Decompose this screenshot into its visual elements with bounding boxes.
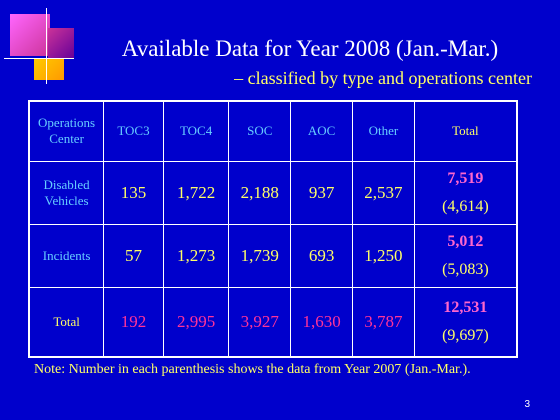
header-row: Operations Center TOC3 TOC4 SOC AOC Other Tota… (28, 100, 518, 162)
row-label: Disabled Vehicles (28, 160, 105, 225)
cell-value: 1,630 (290, 286, 353, 358)
cell-value: 192 (103, 286, 164, 358)
row-label: Total (28, 286, 105, 358)
column-header: TOC3 (103, 100, 164, 162)
column-header: TOC4 (162, 100, 230, 162)
note: Note: Number in each parenthesis shows t… (34, 362, 471, 377)
column-header: Total (413, 100, 518, 162)
cell-value: 937 (290, 160, 353, 225)
table-row: Total 192 2,995 3,927 1,630 3,787 12,531 (9,697… (28, 286, 518, 358)
deco-square (34, 58, 64, 80)
column-header: Operations Center (28, 100, 105, 162)
cell-value: 1,739 (228, 223, 292, 288)
deco-line (46, 8, 47, 84)
column-header: AOC (290, 100, 353, 162)
row-label: Incidents (28, 223, 105, 288)
total-cell: 7,519 (4,614) (413, 160, 518, 225)
cell-value: 3,927 (228, 286, 292, 358)
cell-value: 2,537 (352, 160, 415, 225)
cell-value: 3,787 (352, 286, 415, 358)
column-header: Other (352, 100, 415, 162)
table-row: Incidents 57 1,273 1,739 693 1,250 5,012 (5,083… (28, 223, 518, 288)
cell-value: 1,722 (162, 160, 230, 225)
total-value: 7,519 (447, 169, 484, 187)
page-number: 3 (524, 399, 530, 410)
data-table: Operations Center TOC3 TOC4 SOC AOC Other Tota… (28, 100, 518, 358)
cell-value: 2,188 (228, 160, 292, 225)
subtitle: – classified by type and operations cent… (234, 68, 532, 88)
total-2007: (4,614) (442, 197, 489, 215)
deco-square (48, 28, 74, 58)
total-value: 12,531 (443, 298, 488, 316)
total-2007: (5,083) (442, 260, 489, 278)
total-2007: (9,697) (442, 326, 489, 344)
column-header: SOC (228, 100, 292, 162)
cell-value: 1,273 (162, 223, 230, 288)
total-cell: 5,012 (5,083) (413, 223, 518, 288)
cell-value: 693 (290, 223, 353, 288)
deco-square (10, 14, 50, 56)
total-value: 5,012 (447, 232, 484, 250)
cell-value: 57 (103, 223, 164, 288)
total-cell: 12,531 (9,697) (413, 286, 518, 358)
cell-value: 1,250 (352, 223, 415, 288)
title: Available Data for Year 2008 (Jan.-Mar.) (121, 36, 499, 61)
deco-line (4, 58, 74, 59)
cell-value: 2,995 (162, 286, 230, 358)
table-row: Disabled Vehicles 135 1,722 2,188 937 2,537 7,… (28, 160, 518, 225)
cell-value: 135 (103, 160, 164, 225)
